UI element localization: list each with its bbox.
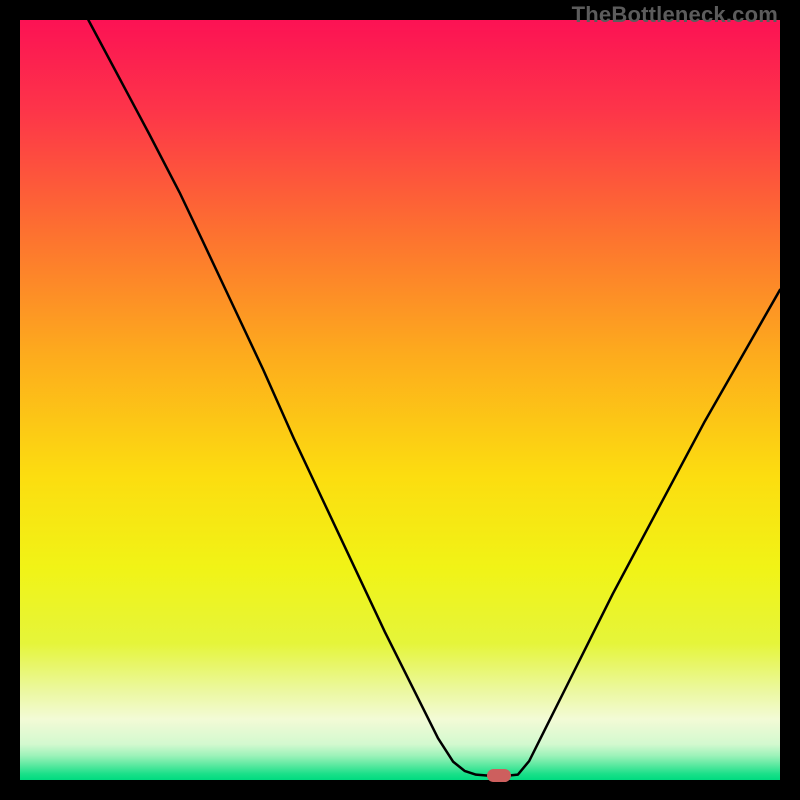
bottleneck-chart — [20, 20, 780, 780]
chart-background — [20, 20, 780, 780]
chart-frame: TheBottleneck.com — [0, 0, 800, 800]
optimal-point-marker — [487, 769, 511, 782]
